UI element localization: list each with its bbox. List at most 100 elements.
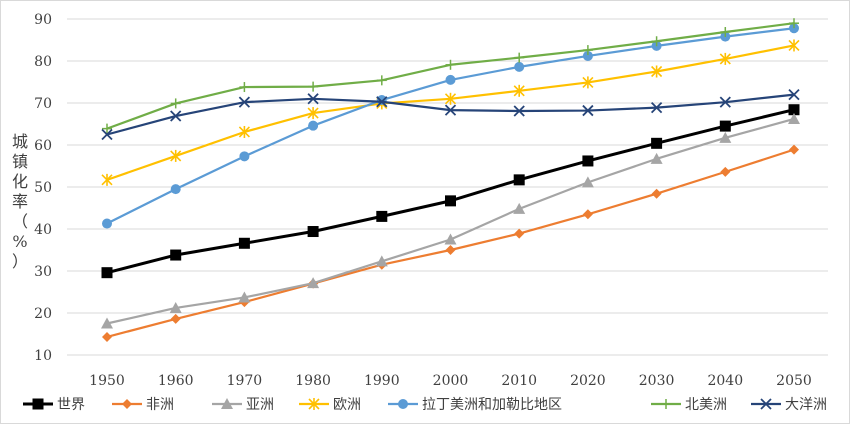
data-point-marker <box>307 277 320 289</box>
y-axis-label-char: 城 <box>12 132 28 151</box>
data-point-marker <box>582 155 594 167</box>
x-tick-label: 2030 <box>639 373 675 389</box>
data-point-marker <box>788 104 800 116</box>
legend-item: 非洲 <box>112 397 174 413</box>
legend-label: 亚洲 <box>246 397 274 413</box>
data-point-marker <box>170 184 181 195</box>
data-point-marker <box>651 36 662 47</box>
data-point-marker <box>101 173 113 186</box>
data-point-marker <box>719 131 732 143</box>
data-point-marker <box>582 104 594 117</box>
y-axis-label-char: 化 <box>12 172 28 191</box>
x-tick-label: 1960 <box>158 373 194 389</box>
legend-label: 非洲 <box>146 397 174 413</box>
legend-item: 拉丁美洲和加勒比地区 <box>388 397 562 413</box>
legend: 世界 非洲 亚洲 欧洲 拉丁美洲和加勒比地区 北美洲 大洋洲 <box>23 397 827 413</box>
data-point-marker <box>720 166 731 177</box>
data-point-marker <box>444 104 457 116</box>
data-point-marker <box>719 96 731 108</box>
legend-item: 世界 <box>23 397 85 413</box>
series-0 <box>101 104 800 279</box>
x-tick-label: 1980 <box>295 373 331 389</box>
x-tick-label: 2040 <box>707 373 743 389</box>
series-line <box>106 117 795 325</box>
data-point-marker <box>376 95 387 106</box>
data-point-marker <box>581 176 594 188</box>
data-point-marker <box>238 291 251 303</box>
data-point-marker <box>513 84 525 97</box>
data-point-marker <box>32 398 44 410</box>
data-point-marker <box>101 128 113 141</box>
data-point-marker <box>788 88 800 101</box>
data-point-marker <box>445 195 456 207</box>
x-tick-label: 1970 <box>227 373 263 389</box>
x-tick-label: 1950 <box>89 373 125 389</box>
data-point-marker <box>307 226 319 238</box>
data-point-marker <box>398 399 408 409</box>
legend-label: 拉丁美洲和加勒比地区 <box>422 397 562 413</box>
data-point-marker <box>221 398 233 409</box>
x-tick-label: 2050 <box>776 373 812 389</box>
data-point-marker <box>170 313 181 324</box>
data-point-marker <box>719 52 731 65</box>
data-point-marker <box>102 331 112 342</box>
x-axis-ticks: 1950 1960 1970 1980 1990 2000 2010 2020 2030 2040… <box>89 373 812 389</box>
data-point-marker <box>239 151 250 162</box>
data-point-marker <box>101 317 113 329</box>
data-point-marker <box>582 209 593 220</box>
data-point-marker <box>376 75 387 86</box>
data-point-marker <box>170 149 182 162</box>
data-point-marker <box>661 399 671 409</box>
data-point-marker <box>308 81 319 92</box>
legend-item: 北美洲 <box>651 397 727 413</box>
data-point-marker <box>789 144 799 155</box>
data-point-marker <box>650 101 663 114</box>
data-point-marker <box>307 107 319 120</box>
y-tick-label: 70 <box>34 96 52 112</box>
series-5 <box>102 18 799 134</box>
series-6 <box>101 88 800 141</box>
data-point-marker <box>651 188 662 199</box>
data-point-marker <box>170 110 182 122</box>
data-point-marker <box>169 301 182 313</box>
data-point-marker <box>445 245 456 255</box>
data-point-marker <box>376 96 388 108</box>
data-point-marker <box>651 137 663 149</box>
legend-label: 大洋洲 <box>785 397 827 413</box>
data-point-marker <box>308 120 319 131</box>
y-tick-label: 10 <box>34 348 52 364</box>
legend-item: 亚洲 <box>212 397 274 413</box>
data-point-marker <box>444 92 457 105</box>
series-2 <box>101 112 800 329</box>
data-point-marker <box>760 398 772 410</box>
y-axis-label-char: ） <box>12 252 28 271</box>
y-tick-label: 30 <box>34 264 52 280</box>
data-point-marker <box>788 39 800 52</box>
data-point-marker <box>376 210 388 222</box>
data-point-marker <box>650 152 663 164</box>
data-point-marker <box>445 59 456 70</box>
x-tick-label: 1990 <box>364 373 400 389</box>
data-point-marker <box>308 398 320 410</box>
y-axis-ticks: 10 20 30 40 50 60 70 80 90 <box>34 12 52 364</box>
data-point-marker <box>170 249 182 261</box>
y-axis-label-char: 率 <box>12 192 28 211</box>
y-axis-label-char: % <box>12 232 27 251</box>
legend-label: 欧洲 <box>333 397 361 413</box>
data-point-marker <box>513 105 525 117</box>
data-point-marker <box>238 125 250 138</box>
series-lines <box>101 18 800 342</box>
legend-label: 北美洲 <box>685 397 727 413</box>
data-point-marker <box>582 50 593 61</box>
data-point-marker <box>582 45 593 56</box>
x-tick-label: 2020 <box>570 373 606 389</box>
data-point-marker <box>651 65 663 78</box>
data-point-marker <box>788 112 800 124</box>
data-point-marker <box>375 255 388 267</box>
x-tick-label: 2000 <box>433 373 469 389</box>
data-point-marker <box>513 202 526 214</box>
series-line <box>106 27 795 225</box>
data-point-marker <box>122 399 132 409</box>
